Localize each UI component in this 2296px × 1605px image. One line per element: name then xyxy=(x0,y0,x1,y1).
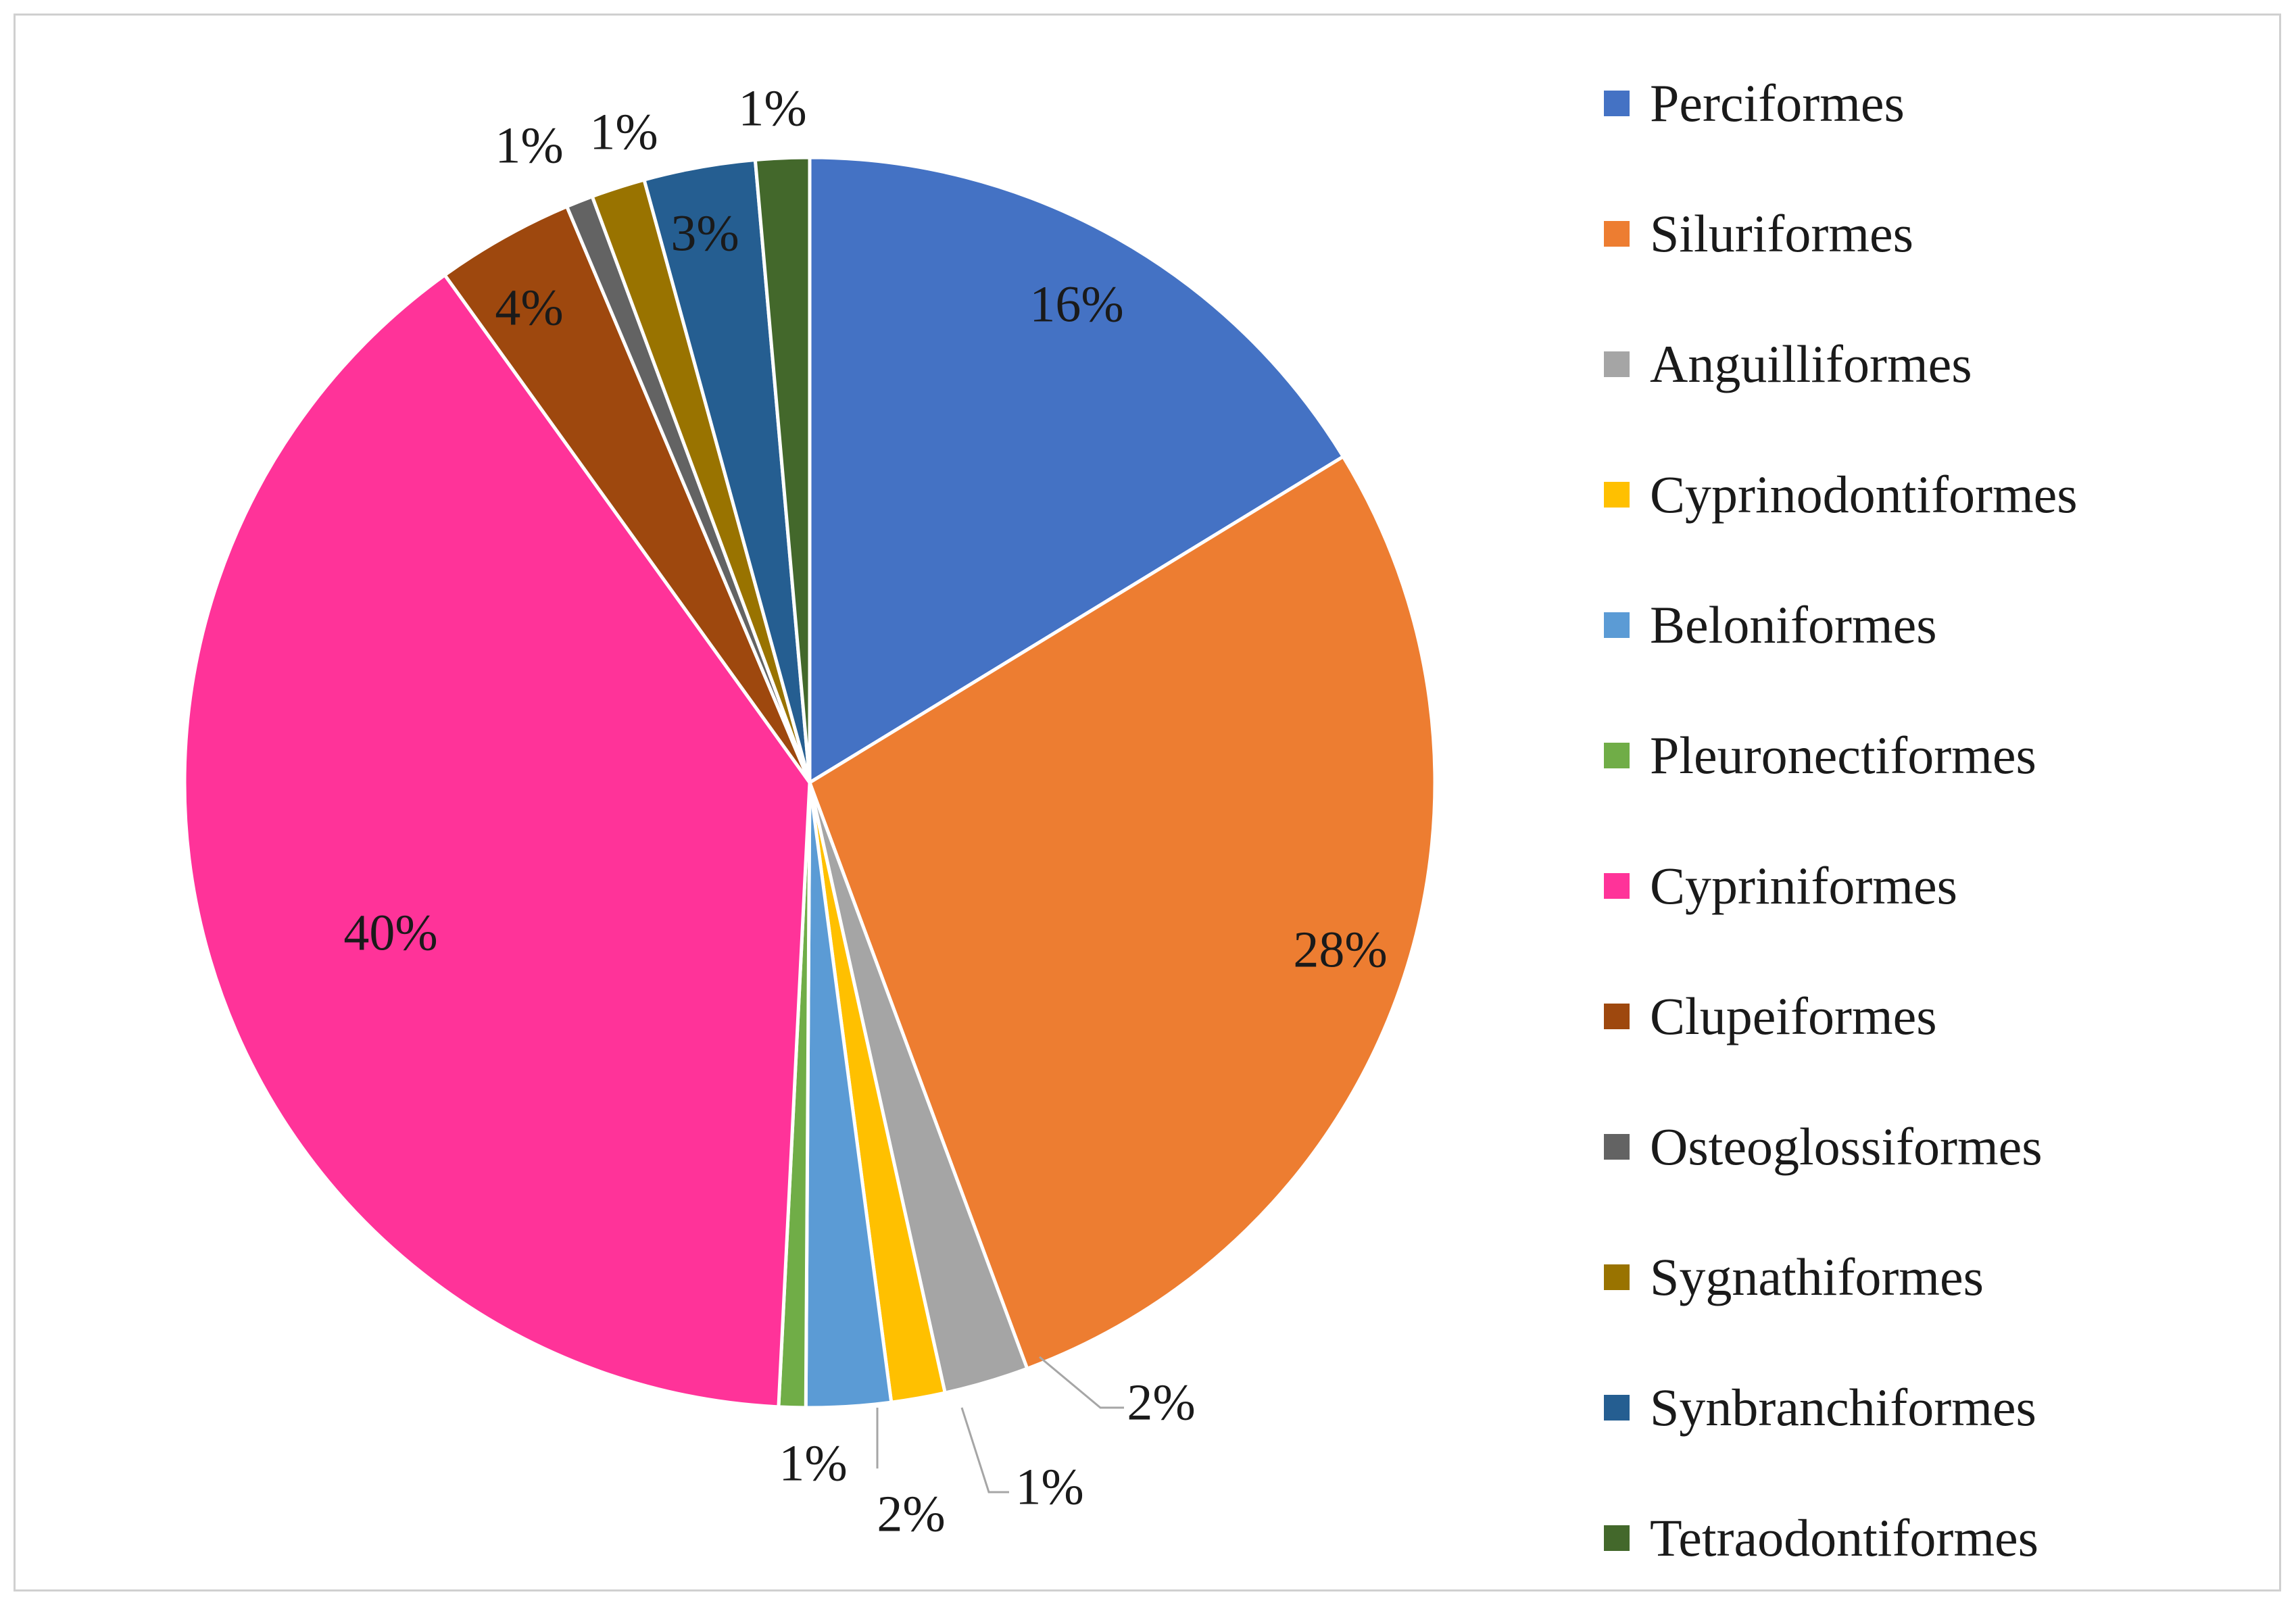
legend-swatch xyxy=(1604,1264,1630,1290)
leader-line-cyprinodontiformes xyxy=(960,1407,1009,1493)
legend-item-tetraodontiformes: Tetraodontiformes xyxy=(1604,1498,2038,1579)
pie-chart: 16%28%2%1%2%1%40%4%1% 1%3%1% xyxy=(182,80,1437,1542)
data-label-beloniformes: 2% xyxy=(877,1485,945,1542)
legend-item-clupeiformes: Clupeiformes xyxy=(1604,976,1937,1057)
data-label-perciformes: 16% xyxy=(1029,276,1123,332)
legend-swatch xyxy=(1604,1134,1630,1160)
data-label-cypriniformes: 40% xyxy=(343,904,437,961)
pie-slice-perciformes xyxy=(808,155,1346,786)
legend-swatch xyxy=(1604,612,1630,638)
data-label-siluriformes: 28% xyxy=(1293,921,1387,978)
leader-line-anguilliformes xyxy=(1039,1356,1124,1409)
legend-swatch xyxy=(1604,91,1630,116)
pie-slice-cypriniformes xyxy=(182,272,812,1409)
legend-label: Tetraodontiformes xyxy=(1650,1508,2039,1567)
legend-label: Anguilliformes xyxy=(1650,335,1972,393)
legend-swatch xyxy=(1604,743,1630,768)
legend-item-osteoglossiformes: Osteoglossiformes xyxy=(1604,1106,2043,1187)
chart-frame: 16% 28% 2% 1% 2% 1% 40% 4% 1% 1% 3% 1% Perciformes S… xyxy=(14,14,2281,1591)
legend-label: Synbranchiformes xyxy=(1650,1378,2036,1437)
pie-slice-clupeiformes xyxy=(442,204,812,784)
data-label-sygnathiformes: 1% xyxy=(589,103,658,160)
legend-label: Cypriniformes xyxy=(1650,856,1957,915)
data-label-pleuronectiformes: 1% xyxy=(779,1435,847,1491)
data-label-tetraodontiformes: 1% xyxy=(738,80,806,137)
data-label-osteoglossiformes: 1% xyxy=(495,117,563,174)
legend-label: Beloniformes xyxy=(1650,595,1937,654)
legend-label: Clupeiformes xyxy=(1650,987,1937,1045)
legend-item-pleuronectiformes: Pleuronectiformes xyxy=(1604,715,2036,796)
legend-label: Siluriformes xyxy=(1650,204,1913,263)
data-labels: 16%28%2%1%2%1%40%4%1% 1%3%1% xyxy=(343,80,1387,1542)
legend-item-beloniformes: Beloniformes xyxy=(1604,585,1937,666)
legend-item-cyprinodontiformes: Cyprinodontiformes xyxy=(1604,454,2078,535)
legend-swatch xyxy=(1604,1004,1630,1029)
legend-label: Cyprinodontiformes xyxy=(1650,465,2078,524)
legend-label: Pleuronectiformes xyxy=(1650,726,2036,785)
legend-item-synbranchiformes: Synbranchiformes xyxy=(1604,1367,2036,1448)
legend-item-sygnathiformes: Sygnathiformes xyxy=(1604,1237,1984,1318)
data-label-cyprinodontiformes: 1% xyxy=(1015,1458,1083,1515)
data-label-anguilliformes: 2% xyxy=(1127,1374,1195,1431)
data-label-clupeiformes: 4% xyxy=(495,279,563,336)
legend-item-siluriformes: Siluriformes xyxy=(1604,193,1913,274)
legend-label: Sygnathiformes xyxy=(1650,1248,1984,1306)
legend-item-cypriniformes: Cypriniformes xyxy=(1604,845,1957,927)
legend-swatch xyxy=(1604,1395,1630,1421)
legend-swatch xyxy=(1604,1525,1630,1551)
legend-swatch xyxy=(1604,351,1630,377)
leader-lines xyxy=(876,1356,1124,1493)
pie-slices xyxy=(182,155,1437,1410)
legend-item-perciformes: Perciformes xyxy=(1604,63,1905,144)
legend-swatch xyxy=(1604,873,1630,899)
legend-swatch xyxy=(1604,221,1630,247)
legend-label: Osteoglossiformes xyxy=(1650,1117,2043,1176)
data-label-synbranchiformes: 3% xyxy=(670,205,739,262)
pie-slice-siluriformes xyxy=(807,454,1437,1371)
pie-slice-tetraodontiformes xyxy=(753,155,812,783)
legend-item-anguilliformes: Anguilliformes xyxy=(1604,324,1972,405)
legend-swatch xyxy=(1604,482,1630,508)
legend-label: Perciformes xyxy=(1650,74,1905,132)
